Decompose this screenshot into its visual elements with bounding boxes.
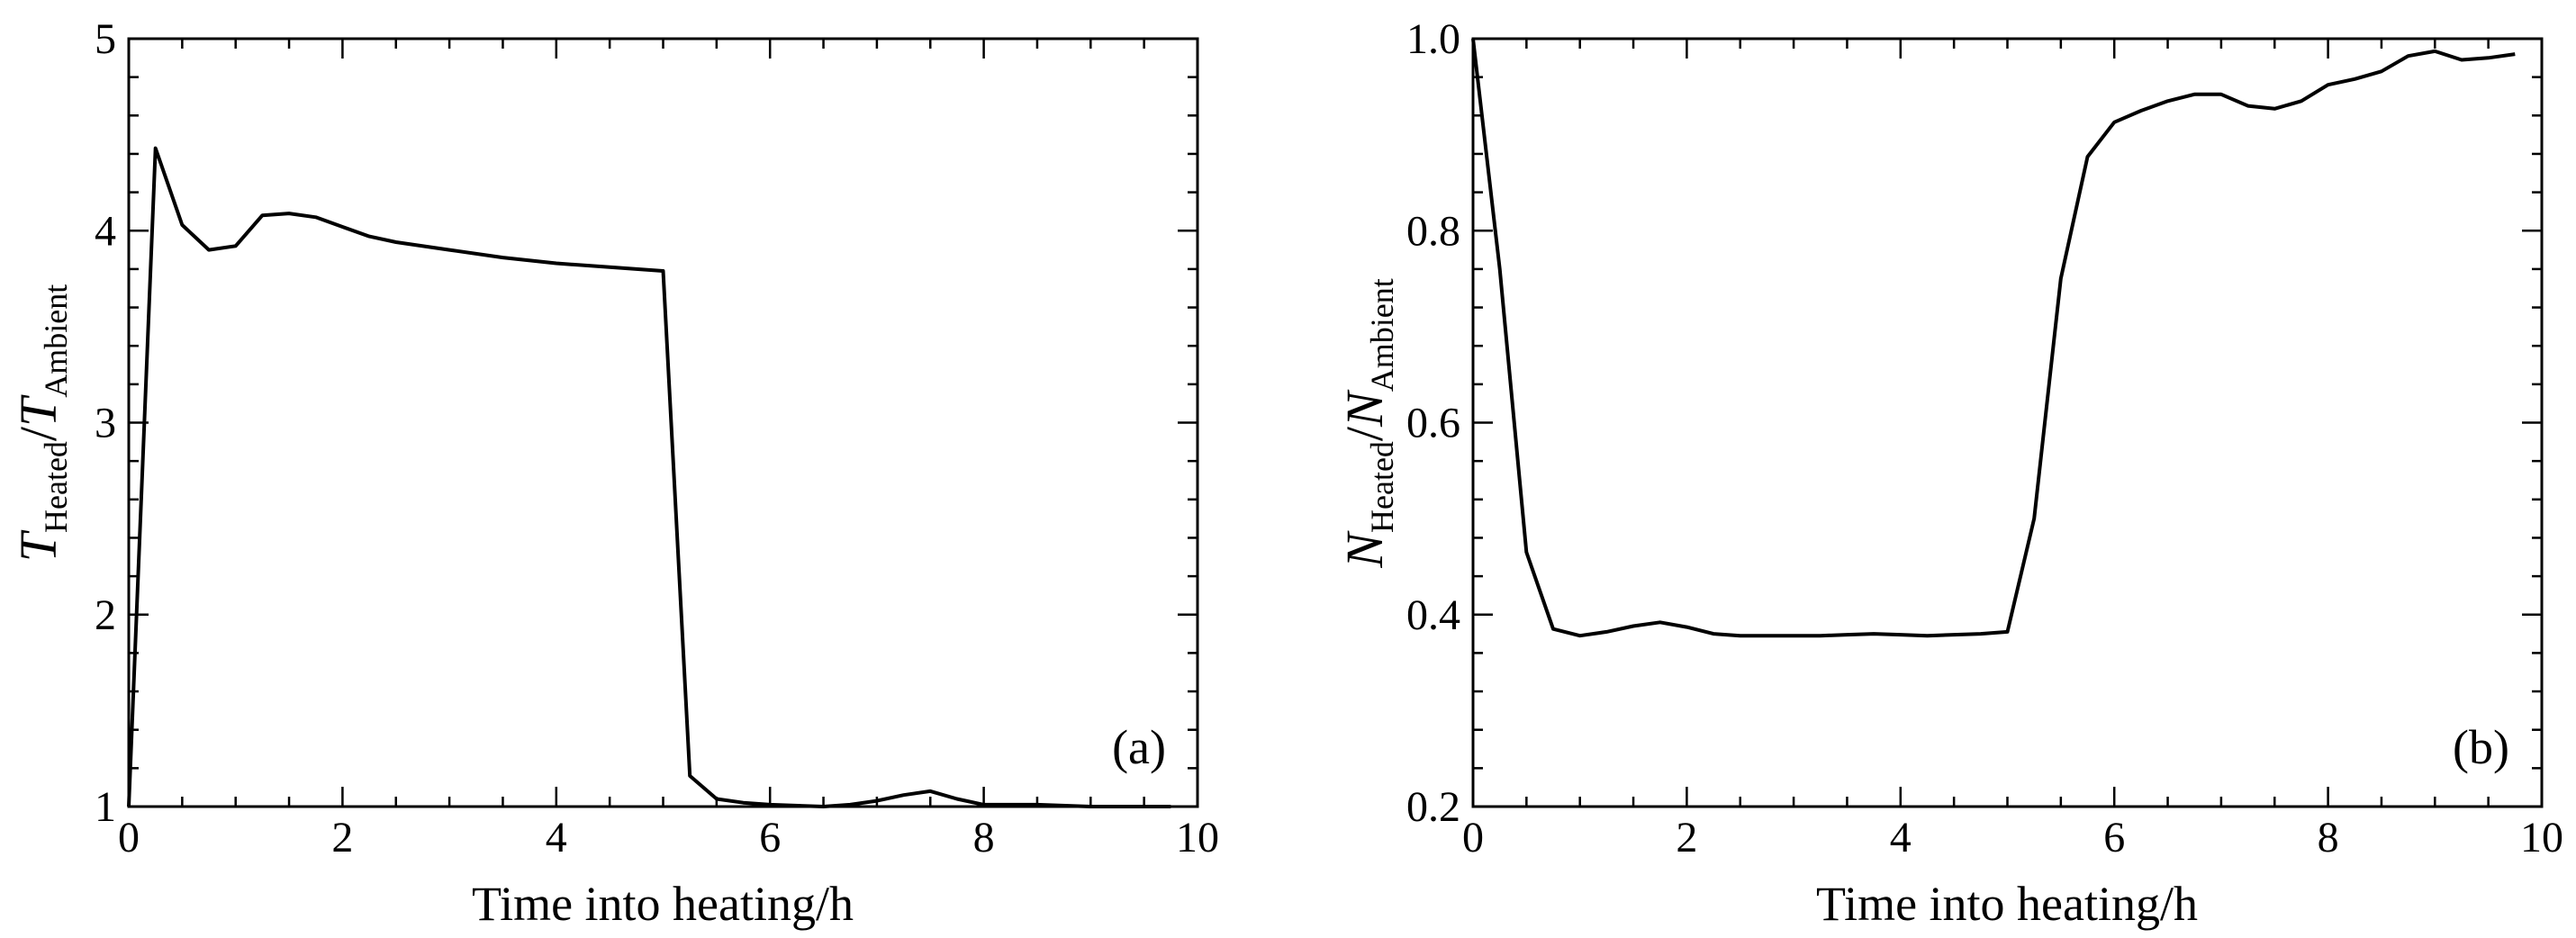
panel-a-y-tick-label: 2 [95, 591, 116, 639]
panel-b-ticks [1471, 37, 2544, 808]
panel-b-y-tick-label: 1.0 [1406, 15, 1460, 63]
panel-b-y-tick-label: 0.8 [1406, 207, 1460, 255]
panel-a-ylabel-main2: T [9, 394, 68, 427]
panel-b-ylabel-sub1: Heated [1364, 441, 1400, 533]
panel-a-ticks [127, 37, 1199, 808]
panel-b-y-axis-label: NHeated/NAmbient [1335, 278, 1400, 568]
panel-b-plot-frame [1471, 37, 2544, 808]
panel-a-y-tick-label: 1 [95, 783, 116, 831]
panel-a-ylabel-sep: / [9, 426, 68, 441]
panel-a-ylabel-sub1: Heated [38, 441, 74, 533]
panel-a-y-axis-label: THeated/TAmbient [9, 284, 74, 563]
panel-a-tag: (a) [1112, 720, 1166, 774]
panel-a-ylabel-sub2: Ambient [38, 284, 74, 398]
panel-b-ylabel-sub2: Ambient [1364, 278, 1400, 392]
panel-a-plot-frame [127, 37, 1199, 808]
panel-a-y-tick-label: 3 [95, 400, 116, 447]
panel-b-tag: (b) [2453, 720, 2509, 774]
panel-a-x-tick-label: 6 [759, 814, 781, 861]
panel-a-x-tick-label: 10 [1176, 814, 1219, 861]
panel-b-y-tick-label: 0.4 [1406, 591, 1460, 639]
panel-b-x-axis-label: Time into heating/h [1816, 877, 2198, 931]
panel-a-x-tick-label: 8 [973, 814, 995, 861]
panel-b-x-tick-label: 4 [1890, 814, 1912, 861]
panel-b-y-tick-label: 0.2 [1406, 783, 1460, 831]
panel-b-x-tick-label: 8 [2318, 814, 2339, 861]
panel-b-series-line [1471, 38, 2516, 638]
panel-b-ylabel-main1: N [1335, 530, 1394, 569]
panel-a-x-tick-label: 4 [546, 814, 567, 861]
panel-a-x-axis-label: Time into heating/h [472, 877, 854, 931]
panel-b-x-tick-label: 2 [1676, 814, 1697, 861]
panel-b-x-tick-label: 0 [1462, 814, 1484, 861]
panel-a-y-tick-label: 4 [95, 207, 116, 255]
panel-b: 0 2 4 6 8 10 0.2 0.4 0.6 0.8 1.0 (b) Time into hea… [1335, 15, 2563, 931]
panel-a-ylabel-main1: T [9, 529, 68, 562]
panel-a-x-tick-label: 2 [331, 814, 353, 861]
panel-b-ylabel-main2: N [1335, 389, 1394, 428]
panel-b-x-tick-label: 6 [2103, 814, 2125, 861]
panel-a-x-tick-label: 0 [118, 814, 140, 861]
panel-b-tick-labels: 0 2 4 6 8 10 0.2 0.4 0.6 0.8 1.0 [1406, 15, 2563, 861]
panel-b-x-tick-label: 10 [2520, 814, 2563, 861]
panel-b-ylabel-sep: / [1335, 426, 1394, 441]
panel-a-y-tick-label: 5 [95, 15, 116, 63]
panel-a-series-line [127, 146, 1171, 808]
panel-b-y-tick-label: 0.6 [1406, 400, 1460, 447]
